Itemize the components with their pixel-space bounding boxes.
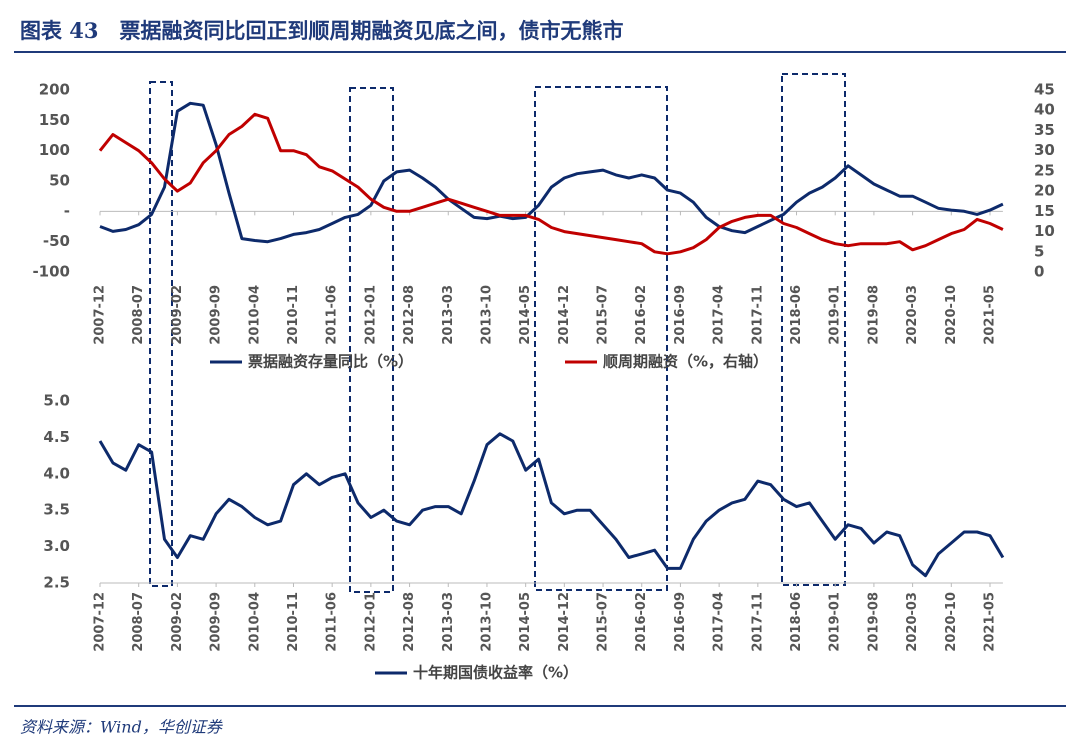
y2-tick-label: 10 — [1034, 222, 1055, 240]
x-tick-label: 2013-03 — [441, 285, 456, 345]
x-tick-label: 2009-09 — [209, 592, 224, 652]
x-tick-label: 2008-07 — [131, 285, 146, 345]
x-tick-label: 2017-04 — [712, 285, 727, 345]
x-tick-label: 2021-05 — [983, 592, 998, 652]
highlight-boxes — [149, 73, 846, 593]
legend-label: 顺周期融资（%，右轴） — [603, 353, 768, 371]
x-tick-label: 2012-08 — [402, 592, 417, 652]
highlight-box — [149, 81, 173, 587]
y-tick-label: 4.0 — [43, 464, 70, 482]
y2-tick-label: 15 — [1034, 202, 1055, 220]
x-tick-label: 2018-06 — [789, 285, 804, 345]
y-tick-label: 50 — [49, 172, 70, 190]
x-tick-label: 2019-01 — [828, 592, 843, 652]
y2-tick-label: 5 — [1034, 242, 1044, 260]
legend-label: 十年期国债收益率（%） — [413, 664, 578, 682]
highlight-box — [534, 86, 668, 591]
x-tick-label: 2012-01 — [363, 285, 378, 345]
x-tick-label: 2019-01 — [828, 285, 843, 345]
y-tick-label: 3.0 — [43, 537, 70, 555]
x-tick-label: 2012-08 — [402, 285, 417, 345]
x-tick-label: 2007-12 — [93, 285, 108, 345]
x-tick-label: 2008-07 — [131, 592, 146, 652]
x-tick-label: 2009-02 — [170, 285, 185, 345]
y2-tick-label: 20 — [1034, 182, 1055, 200]
x-tick-label: 2013-03 — [441, 592, 456, 652]
y-tick-label: -100 — [32, 263, 70, 281]
x-tick-label: 2014-12 — [557, 285, 572, 345]
page-title: 图表 43 票据融资同比回正到顺周期融资见底之间，债市无熊市 — [20, 18, 624, 43]
y2-tick-label: 25 — [1034, 161, 1055, 179]
y2-tick-label: 35 — [1034, 121, 1055, 139]
y-tick-label: 150 — [39, 111, 70, 129]
x-tick-label: 2019-08 — [866, 592, 881, 652]
x-tick-label: 2016-02 — [634, 592, 649, 652]
y2-tick-label: 45 — [1034, 81, 1055, 99]
series-line — [99, 101, 1004, 244]
x-tick-label: 2010-11 — [286, 285, 301, 345]
x-tick-label: 2018-06 — [789, 592, 804, 652]
x-tick-label: 2010-11 — [286, 592, 301, 652]
y-tick-label: 100 — [39, 141, 70, 159]
x-tick-label: 2009-09 — [209, 285, 224, 345]
y-tick-label: 4.5 — [43, 428, 70, 446]
x-tick-label: 2012-01 — [363, 592, 378, 652]
y-tick-label: -50 — [43, 232, 70, 250]
x-tick-label: 2017-04 — [712, 592, 727, 652]
y-tick-label: 2.5 — [43, 574, 70, 592]
series-line — [98, 112, 1004, 256]
legend-label: 票据融资存量同比（%） — [248, 353, 413, 371]
x-tick-label: 2015-07 — [596, 285, 611, 345]
source: 资料来源：Wind，华创证券 — [20, 718, 224, 737]
x-tick-label: 2020-10 — [944, 285, 959, 345]
x-tick-label: 2020-03 — [905, 285, 920, 345]
x-tick-label: 2019-08 — [866, 285, 881, 345]
x-tick-label: 2015-07 — [596, 592, 611, 652]
x-tick-label: 2009-02 — [170, 592, 185, 652]
x-tick-label: 2010-04 — [247, 592, 262, 652]
x-tick-label: 2014-05 — [518, 592, 533, 652]
x-tick-label: 2020-10 — [944, 592, 959, 652]
x-tick-label: 2016-09 — [673, 285, 688, 345]
x-tick-label: 2014-12 — [557, 592, 572, 652]
y-tick-label: - — [64, 202, 70, 220]
x-tick-label: 2010-04 — [247, 285, 262, 345]
y2-tick-label: 0 — [1034, 263, 1044, 281]
highlight-box — [349, 87, 394, 593]
x-tick-label: 2016-09 — [673, 592, 688, 652]
x-tick-label: 2007-12 — [93, 592, 108, 652]
x-tick-label: 2014-05 — [518, 285, 533, 345]
y-tick-label: 5.0 — [43, 392, 70, 410]
x-tick-label: 2020-03 — [905, 592, 920, 652]
y2-tick-label: 40 — [1034, 101, 1055, 119]
x-tick-label: 2013-10 — [479, 592, 494, 652]
series-line — [98, 432, 1005, 578]
highlight-box — [781, 73, 846, 586]
x-tick-label: 2017-11 — [750, 285, 765, 345]
y2-tick-label: 30 — [1034, 141, 1055, 159]
y-tick-label: 3.5 — [43, 501, 70, 519]
y-tick-label: 200 — [39, 81, 70, 99]
x-tick-label: 2021-05 — [983, 285, 998, 345]
x-tick-label: 2016-02 — [634, 285, 649, 345]
x-tick-label: 2017-11 — [750, 592, 765, 652]
x-tick-label: 2013-10 — [479, 285, 494, 345]
x-tick-label: 2011-06 — [325, 285, 340, 345]
x-tick-label: 2011-06 — [325, 592, 340, 652]
